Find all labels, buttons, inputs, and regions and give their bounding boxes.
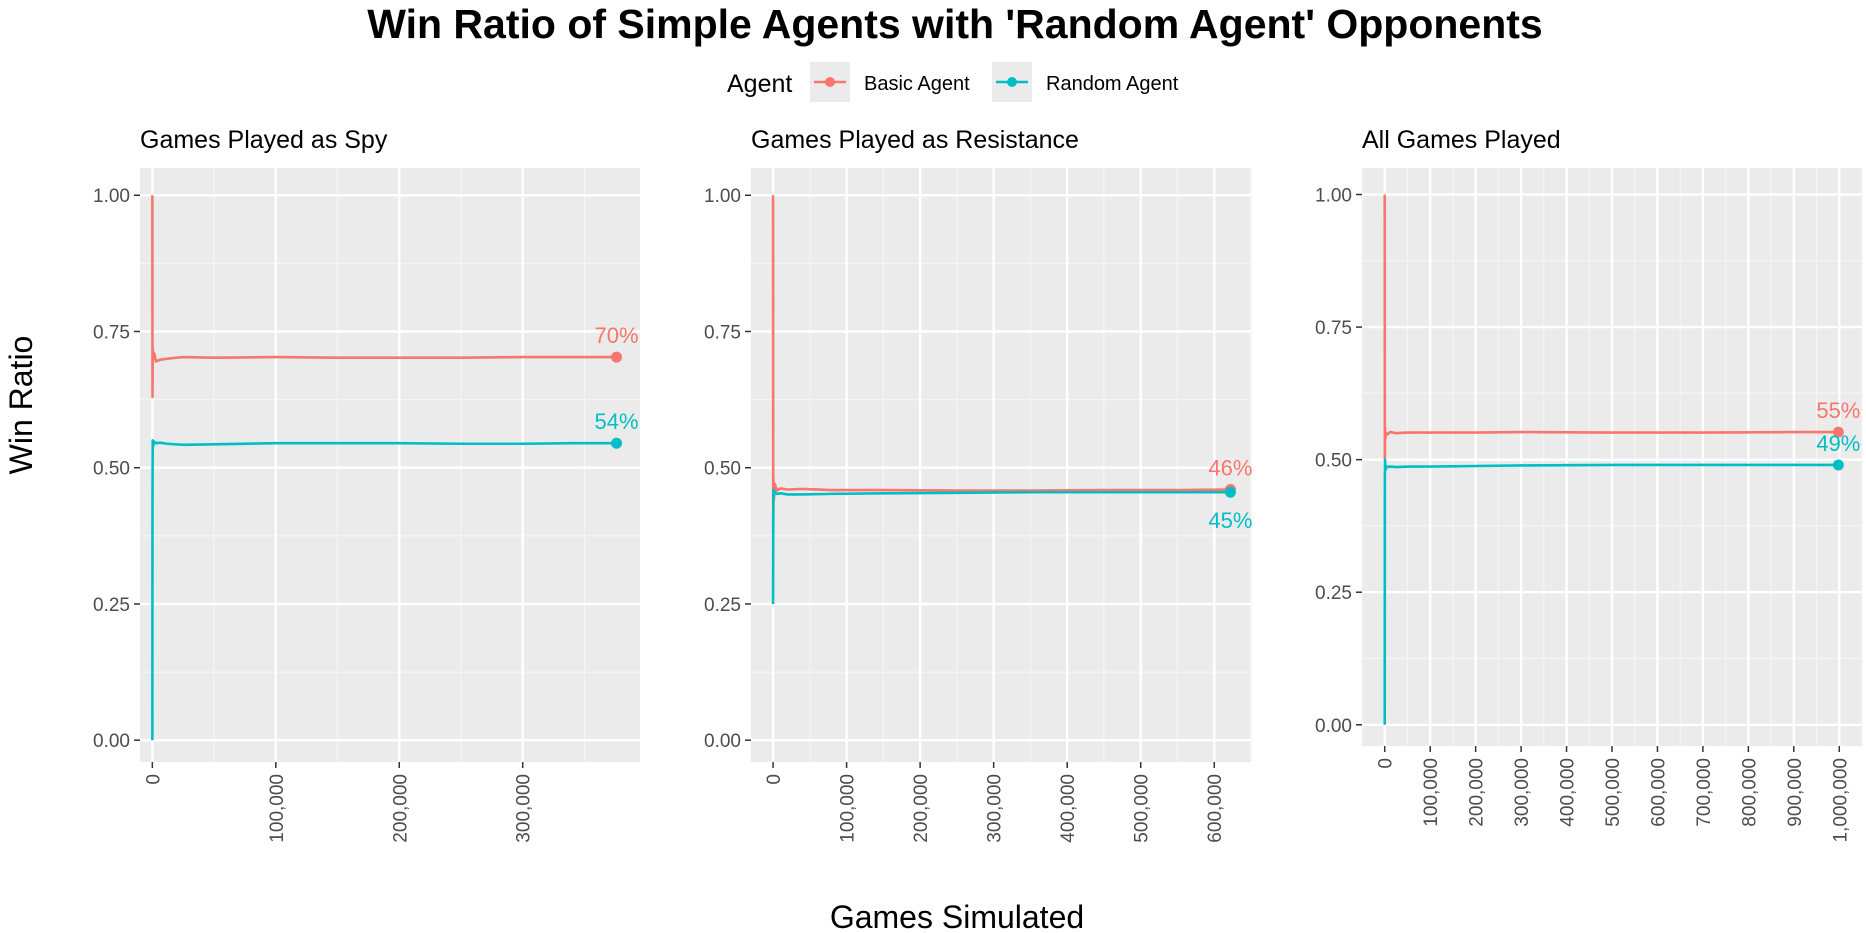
series-line-random-agent: [771, 488, 1231, 604]
legend-title: Agent: [727, 70, 792, 98]
end-value-label: 46%: [1208, 456, 1252, 481]
y-tick-label: 0.75: [704, 322, 741, 343]
x-tick-label: 500,000: [1132, 774, 1153, 843]
x-tick-label: 100,000: [267, 774, 288, 843]
plot-background: [751, 168, 1251, 762]
legend-key-point: [825, 77, 835, 87]
y-tick-label: 1.00: [704, 186, 741, 207]
x-tick-label: 200,000: [1467, 758, 1488, 827]
x-tick-label: 600,000: [1205, 774, 1226, 843]
x-tick-label: 300,000: [1512, 758, 1533, 827]
series-end-point: [1224, 486, 1236, 498]
series-line-basic-agent: [151, 195, 617, 399]
x-tick-label: 800,000: [1739, 758, 1760, 827]
panel-3: All Games Played 0.00 0.25 0.50 0.75 1.00 0 100…: [1315, 126, 1863, 843]
x-tick-label: 500,000: [1603, 758, 1624, 827]
y-tick-label: 0.75: [1315, 318, 1352, 339]
series-end-point: [611, 437, 623, 449]
series-line-basic-agent: [1383, 194, 1839, 461]
chart-title: Win Ratio of Simple Agents with 'Random …: [367, 1, 1542, 47]
legend: Agent Basic Agent Random Agent: [727, 62, 1179, 102]
y-tick-label: 0.25: [93, 595, 130, 616]
y-axis-title: Win Ratio: [3, 336, 39, 475]
y-tick-label: 0.50: [93, 459, 130, 480]
y-tick-label: 1.00: [93, 186, 130, 207]
y-tick-label: 0.25: [1315, 583, 1352, 604]
x-tick-label: 300,000: [514, 774, 535, 843]
x-tick-label: 0: [764, 774, 785, 785]
x-tick-label: 200,000: [390, 774, 411, 843]
panel-1: Games Played as Spy 0.00 0.25 0.50 0.75 1.00 0…: [93, 126, 640, 843]
y-tick-label: 0.00: [93, 731, 130, 752]
plot-background: [140, 168, 640, 762]
x-tick-label: 400,000: [1058, 774, 1079, 843]
x-tick-label: 0: [1376, 758, 1397, 769]
series-end-point: [1832, 459, 1844, 471]
series-line-random-agent: [151, 439, 617, 741]
x-tick-label: 900,000: [1785, 758, 1806, 827]
panel-title: All Games Played: [1362, 126, 1561, 154]
series-line-random-agent: [1383, 458, 1839, 725]
x-tick-label: 100,000: [1421, 758, 1442, 827]
y-tick-label: 0.25: [704, 595, 741, 616]
end-value-label: 70%: [595, 323, 639, 348]
series-end-point: [1832, 426, 1844, 438]
legend-label: Basic Agent: [864, 73, 970, 95]
end-value-label: 55%: [1816, 398, 1860, 423]
y-tick-label: 0.50: [1315, 451, 1352, 472]
y-tick-label: 0.75: [93, 322, 130, 343]
x-tick-label: 1,000,000: [1830, 758, 1851, 843]
x-tick-label: 600,000: [1648, 758, 1669, 827]
y-tick-label: 0.50: [704, 459, 741, 480]
panel-title: Games Played as Spy: [140, 126, 388, 154]
y-tick-label: 0.00: [704, 731, 741, 752]
x-tick-label: 700,000: [1694, 758, 1715, 827]
panel-2: Games Played as Resistance 0.00 0.25 0.50 0.…: [704, 126, 1252, 843]
panel-title: Games Played as Resistance: [751, 126, 1079, 154]
legend-key-point: [1007, 77, 1017, 87]
x-tick-label: 200,000: [911, 774, 932, 843]
legend-label: Random Agent: [1046, 73, 1179, 95]
x-tick-label: 400,000: [1558, 758, 1579, 827]
legend-entry-basic-agent: Basic Agent: [810, 62, 970, 102]
series-end-point: [611, 351, 623, 363]
legend-entry-random-agent: Random Agent: [992, 62, 1179, 102]
y-tick-label: 0.00: [1315, 716, 1352, 737]
x-axis-title: Games Simulated: [830, 899, 1084, 933]
x-tick-label: 100,000: [838, 774, 859, 843]
end-value-label: 54%: [595, 409, 639, 434]
y-tick-label: 1.00: [1315, 186, 1352, 207]
end-value-label: 49%: [1816, 431, 1860, 456]
x-tick-label: 300,000: [985, 774, 1006, 843]
end-value-label: 45%: [1208, 508, 1252, 533]
x-tick-label: 0: [143, 774, 164, 785]
chart-panels: Games Played as Spy 0.00 0.25 0.50 0.75 1.00 0…: [93, 126, 1863, 843]
